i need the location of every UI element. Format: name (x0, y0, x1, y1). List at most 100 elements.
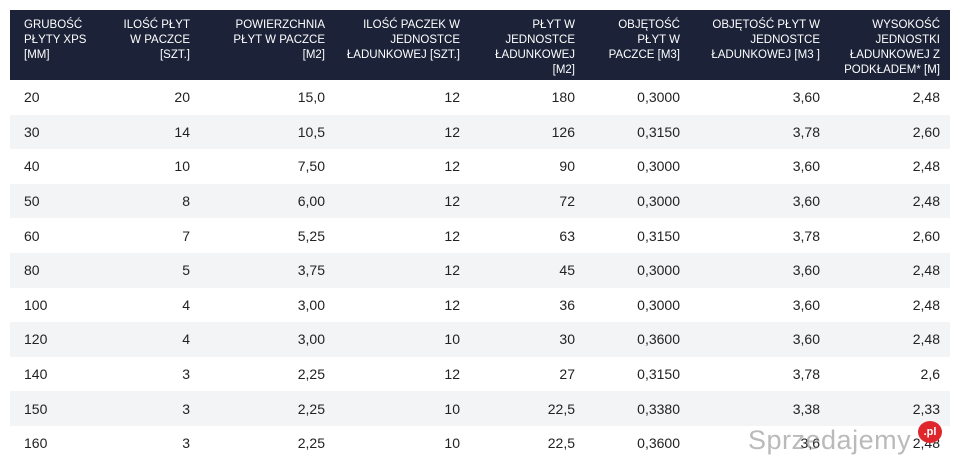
table-cell: 40 (24, 158, 40, 175)
header-area-per-unit: PŁYT W JEDNOSTCE ŁADUNKOWEJ [M2] (470, 10, 585, 80)
table-cell: 12 (335, 183, 470, 219)
table-cell: 12 (444, 89, 460, 106)
table-cell: 12 (335, 252, 470, 288)
table-cell: 12 (444, 158, 460, 175)
table-cell: 2,48 (912, 158, 940, 175)
table-cell: 10 (335, 391, 470, 426)
table-cell: 14 (105, 114, 200, 150)
table-cell: 30 (10, 114, 105, 150)
table-cell: 3,60 (690, 252, 830, 288)
table-cell: 7,50 (297, 158, 325, 175)
table-cell: 27 (559, 366, 575, 383)
table-cell: 0,3000 (637, 89, 680, 106)
watermark-text: Sprzedajemy (748, 425, 912, 455)
table-cell: 4 (105, 322, 200, 357)
table-cell: 140 (24, 366, 48, 383)
table-cell: 12 (444, 366, 460, 383)
table-cell: 2,60 (830, 114, 950, 150)
table-cell: 0,3600 (637, 435, 680, 452)
table-cell: 8 (105, 183, 200, 219)
table-cell: 3,60 (792, 296, 820, 313)
header-area-per-pack: POWIERZCHNIA PŁYT W PACZCE [M2] (200, 10, 335, 80)
table-cell: 3,78 (792, 227, 820, 244)
table-cell: 30 (470, 322, 585, 357)
table-row: 80 5 3,75 12 45 0,3000 3,60 2,48 (10, 252, 950, 288)
table-cell: 3 (105, 391, 200, 426)
table-cell: 10 (174, 158, 190, 175)
table-cell: 36 (559, 296, 575, 313)
table-cell: 12 (444, 227, 460, 244)
table-cell: 2,25 (297, 435, 325, 452)
table-cell: 2,48 (912, 89, 940, 106)
table-cell: 3,78 (792, 366, 820, 383)
table-cell: 3 (182, 435, 190, 452)
watermark-badge: .pl (918, 421, 942, 443)
table-cell: 2,48 (830, 322, 950, 357)
table-cell: 3,78 (690, 114, 830, 150)
table-cell: 0,3150 (637, 366, 680, 383)
table-cell: 3,38 (690, 391, 830, 426)
table-row: 60 7 5,25 12 63 0,3150 3,78 2,60 (10, 218, 950, 253)
table-cell: 160 (24, 435, 48, 452)
table-cell: 10 (335, 322, 470, 357)
table-cell: 0,3380 (585, 391, 690, 426)
header-volume-per-pack: OBJĘTOŚĆ PŁYT W PACZCE [M3] (585, 10, 690, 80)
table-cell: 100 (24, 296, 48, 313)
table-cell: 60 (24, 227, 40, 244)
header-unit-height: WYSOKOŚĆ JEDNOSTKI ŁADUNKOWEJ Z PODKŁADE… (830, 10, 950, 80)
table-cell: 90 (559, 158, 575, 175)
table-cell: 15,0 (297, 89, 325, 106)
table-cell: 20 (174, 89, 190, 106)
table-row: 100 4 3,00 12 36 0,3000 3,60 2,48 (10, 288, 950, 323)
table-cell: 10,5 (200, 114, 335, 150)
table-cell: 72 (470, 183, 585, 219)
table-cell: 0,3000 (637, 158, 680, 175)
table-cell: 6,00 (200, 183, 335, 219)
header-thickness: GRUBOŚĆ PŁYTY XPS [MM] (10, 10, 105, 80)
table-row: 20 20 15,0 12 180 0,3000 3,60 2,48 (10, 80, 950, 115)
table-cell: 4 (182, 296, 190, 313)
table-cell: 22,5 (547, 435, 575, 452)
xps-board-spec-table: GRUBOŚĆ PŁYTY XPS [MM] ILOŚĆ PŁYT W PACZ… (10, 10, 950, 461)
header-boards-per-pack: ILOŚĆ PŁYT W PACZCE [SZT.] (105, 10, 200, 80)
table-row: 40 10 7,50 12 90 0,3000 3,60 2,48 (10, 149, 950, 184)
table-cell: 2,48 (830, 183, 950, 219)
table-cell: 3,00 (200, 322, 335, 357)
header-volume-per-unit: OBJĘTOŚĆ PŁYT W JEDNOSTCE ŁADUNKOWEJ [M3… (690, 10, 830, 80)
table-cell: 2,6 (920, 366, 940, 383)
table-row: 50 8 6,00 12 72 0,3000 3,60 2,48 (10, 183, 950, 219)
table-cell: 5,25 (297, 227, 325, 244)
table-cell: 3,60 (690, 183, 830, 219)
table-row: 140 3 2,25 12 27 0,3150 3,78 2,6 (10, 357, 950, 392)
table-cell: 126 (470, 114, 585, 150)
table-row: 160 3 2,25 10 22,5 0,3600 3,6 2,48 (10, 426, 950, 461)
table-cell: 2,25 (297, 366, 325, 383)
table-cell: 3,75 (200, 252, 335, 288)
table-header-row: GRUBOŚĆ PŁYTY XPS [MM] ILOŚĆ PŁYT W PACZ… (10, 10, 950, 80)
table-cell: 3,60 (792, 89, 820, 106)
table-cell: 2,33 (830, 391, 950, 426)
table-cell: 22,5 (470, 391, 585, 426)
table-cell: 20 (24, 89, 40, 106)
table-cell: 0,3600 (585, 322, 690, 357)
table-cell: 10 (444, 435, 460, 452)
table-cell: 3 (182, 366, 190, 383)
table-cell: 0,3000 (585, 183, 690, 219)
table-cell: 3,60 (792, 158, 820, 175)
table-cell: 12 (444, 296, 460, 313)
table-cell: 120 (10, 322, 105, 357)
table-cell: 3,60 (690, 322, 830, 357)
table-cell: 45 (470, 252, 585, 288)
table-row: 150 3 2,25 10 22,5 0,3380 3,38 2,33 (10, 391, 950, 426)
table-cell: 2,60 (912, 227, 940, 244)
table-cell: 7 (182, 227, 190, 244)
table-cell: 2,25 (200, 391, 335, 426)
table-cell: 2,48 (830, 252, 950, 288)
table-cell: 3,00 (297, 296, 325, 313)
table-cell: 50 (10, 183, 105, 219)
table-row: 120 4 3,00 10 30 0,3600 3,60 2,48 (10, 322, 950, 357)
table-cell: 0,3150 (585, 114, 690, 150)
table-cell: 3,6 (800, 435, 820, 452)
table-cell: 63 (559, 227, 575, 244)
table-cell: 12 (335, 114, 470, 150)
